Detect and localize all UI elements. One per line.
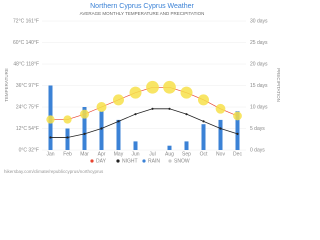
day-point [180,86,193,99]
x-tick-label: Jan [46,151,54,157]
y2-tick-label: 30 days [250,18,268,24]
night-point [83,132,86,135]
legend-label: NIGHT [122,158,138,164]
night-point [151,107,154,110]
x-tick-label: Sep [182,151,191,157]
x-tick-label: Feb [63,151,72,157]
day-point [46,115,55,124]
rain-bar [133,141,138,150]
y2-tick-label: 25 days [250,40,268,46]
chart-subtitle: AVERAGE MONTHLY TEMPERATURE AND PRECIPIT… [80,11,205,16]
day-point [198,94,209,106]
y2-tick-label: 10 days [250,104,268,110]
y-tick-label: 36°C 97°F [16,83,39,89]
legend-swatch [142,159,146,163]
y-tick-label: 12°C 54°F [16,126,39,132]
day-point [163,80,176,94]
night-point [185,113,188,116]
y-tick-label: 0°C 32°F [19,147,39,153]
rain-bar [218,119,223,150]
y2-tick-label: 0 days [250,147,265,153]
night-point [134,113,137,116]
y-tick-label: 60°C 140°F [13,40,39,46]
rain-bar [201,124,206,150]
x-tick-label: Jul [149,151,155,157]
legend-label: SNOW [174,158,190,164]
x-tick-label: May [114,151,124,157]
y2-tick-label: 20 days [250,61,268,67]
day-point [63,115,72,124]
legend-swatch [116,159,120,163]
night-point [117,120,120,123]
day-point [215,103,226,114]
night-point [100,127,103,130]
y2-axis-label: PRECIPITATION [276,68,281,102]
day-point [80,109,89,119]
legend-swatch [90,159,94,163]
x-tick-label: Apr [98,151,106,157]
rain-bar [116,119,121,150]
night-point [49,136,52,139]
x-tick-label: Jun [131,151,139,157]
rain-bar [99,111,104,150]
y-tick-label: 24°C 75°F [16,104,39,110]
x-tick-label: Nov [216,151,225,157]
y2-tick-label: 15 days [250,83,268,89]
x-tick-label: Dec [233,151,242,157]
legend-label: DAY [96,158,107,164]
day-point [129,86,142,99]
legend-swatch [168,159,172,163]
y-axis-label: TEMPERATURE [4,68,9,102]
day-point [146,80,159,94]
chart: Northern Cyprus Cyprus Weather AVERAGE M… [4,3,281,174]
day-point [113,94,124,106]
rain-bar [235,111,240,150]
y2-tick-label: 5 days [250,126,265,132]
day-line [50,86,238,120]
chart-title: Northern Cyprus Cyprus Weather [90,3,194,10]
night-point [219,127,222,130]
night-point [236,132,239,135]
rain-bar [82,107,87,150]
legend-label: RAIN [148,158,160,164]
day-point [233,111,242,121]
night-point [66,136,69,139]
rain-bar [65,128,70,150]
day-point [96,102,107,112]
footer: hikersbay.com/climate/republiccyprus/nor… [4,169,104,174]
rain-bar [167,145,172,150]
y-tick-label: 72°C 161°F [13,18,39,24]
night-line [50,108,238,138]
y-tick-label: 48°C 118°F [13,61,39,67]
rain-bar [184,141,189,150]
night-point [202,120,205,123]
x-tick-label: Mar [80,151,89,157]
x-tick-label: Aug [165,151,174,157]
night-point [168,107,171,110]
x-tick-label: Oct [200,151,208,157]
